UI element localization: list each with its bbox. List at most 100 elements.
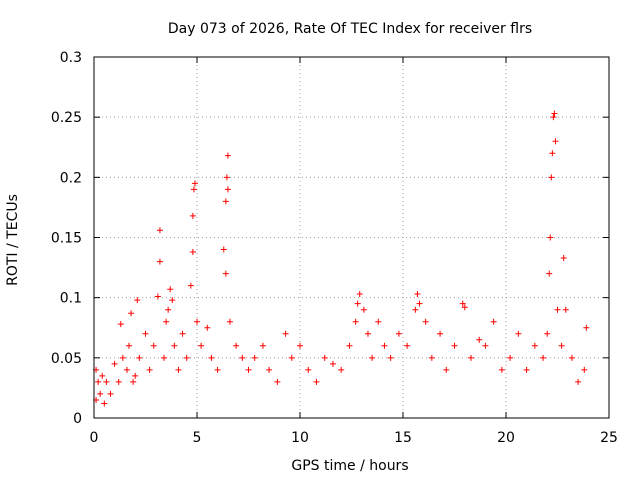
y-tick-label: 0.05 (51, 351, 82, 367)
data-point (568, 354, 575, 361)
data-point (259, 342, 266, 349)
data-point (130, 378, 137, 385)
x-tick-label: 10 (291, 430, 309, 446)
data-point (274, 378, 281, 385)
data-point (546, 270, 553, 277)
data-point (428, 354, 435, 361)
data-point (190, 186, 197, 193)
data-point (111, 360, 118, 367)
data-point (551, 110, 558, 117)
data-point (107, 390, 114, 397)
data-point (476, 336, 483, 343)
data-point (156, 258, 163, 265)
data-point (544, 330, 551, 337)
data-point (507, 354, 514, 361)
y-tick-label: 0.1 (60, 291, 82, 307)
chart-title: Day 073 of 2026, Rate Of TEC Index for r… (168, 21, 532, 37)
y-tick-label: 0.3 (60, 50, 82, 66)
data-point (548, 174, 555, 181)
data-point (583, 324, 590, 331)
data-point (220, 246, 227, 253)
data-point (165, 306, 172, 313)
data-point (224, 152, 231, 159)
data-point (128, 310, 135, 317)
data-point (338, 366, 345, 373)
data-point (531, 342, 538, 349)
axis-ticks: 0 5 10 15 20 25 0 0.05 0.1 0.15 0.2 0.25 0.3 (51, 50, 618, 446)
data-point (297, 342, 303, 349)
data-point (282, 330, 289, 337)
data-points (93, 110, 590, 407)
data-point (123, 366, 130, 373)
data-point (346, 342, 353, 349)
data-point (352, 318, 359, 325)
data-point (175, 366, 182, 373)
data-point (356, 291, 363, 298)
data-point (167, 286, 174, 293)
x-tick-label: 20 (497, 430, 515, 446)
y-tick-label: 0 (73, 411, 82, 427)
x-tick-label: 25 (600, 430, 618, 446)
data-point (575, 378, 582, 385)
x-tick-label: 5 (193, 430, 202, 446)
data-point (117, 321, 124, 328)
data-point (404, 342, 411, 349)
x-axis-label: GPS time / hours (291, 458, 408, 474)
data-point (191, 180, 198, 187)
data-point (99, 372, 106, 379)
data-point (305, 366, 312, 373)
data-point (222, 198, 229, 205)
data-point (515, 330, 522, 337)
data-point (171, 342, 178, 349)
data-point (169, 297, 176, 304)
data-point (251, 354, 258, 361)
data-point (547, 234, 554, 241)
data-point (387, 354, 394, 361)
data-point (126, 342, 133, 349)
data-point (467, 354, 474, 361)
data-point (161, 354, 168, 361)
data-point (154, 293, 161, 300)
data-point (132, 372, 139, 379)
y-tick-label: 0.15 (51, 231, 82, 247)
data-point (414, 291, 421, 298)
data-point (360, 306, 367, 313)
plot-frame (93, 56, 610, 419)
data-point (381, 342, 388, 349)
data-point (422, 318, 429, 325)
data-point (482, 342, 489, 349)
data-point (204, 324, 211, 331)
data-point (179, 330, 186, 337)
data-point (451, 342, 458, 349)
data-point (443, 366, 450, 373)
data-point (224, 186, 231, 193)
data-point (549, 150, 556, 157)
data-point (490, 318, 497, 325)
grid (94, 57, 609, 418)
data-point (95, 378, 102, 385)
data-point (223, 174, 230, 181)
data-point (198, 342, 205, 349)
data-point (146, 366, 153, 373)
data-point (189, 212, 196, 219)
data-point (461, 304, 468, 311)
data-point (552, 138, 559, 145)
data-point (226, 318, 233, 325)
data-point (550, 114, 557, 121)
data-point (163, 318, 170, 325)
data-point (560, 254, 567, 261)
data-point (266, 366, 273, 373)
data-point (115, 378, 122, 385)
y-axis-label: ROTI / TECUs (5, 194, 21, 286)
data-point (354, 300, 361, 307)
data-point (329, 360, 336, 367)
data-point (498, 366, 505, 373)
data-point (97, 390, 104, 397)
data-point (187, 282, 194, 289)
data-point (194, 318, 200, 325)
data-point (103, 378, 110, 385)
y-tick-label: 0.2 (60, 170, 82, 186)
data-point (214, 366, 221, 373)
data-point (233, 342, 240, 349)
data-point (562, 306, 569, 313)
